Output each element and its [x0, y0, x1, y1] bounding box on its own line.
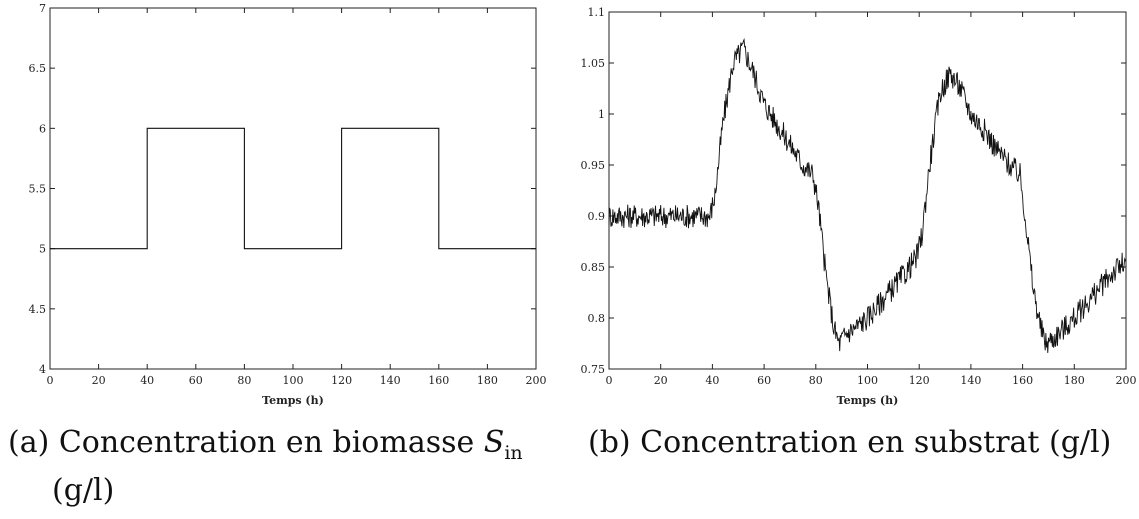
- chart1-y-tick-label: 0.95: [581, 159, 606, 172]
- chart-biomass: 0 20 40 60 80 100 120 140 160 180 200 4 4.5 5 5.5 6 6.5 7…: [29, 2, 547, 407]
- chart0-y-tick-label: 6: [39, 122, 46, 135]
- chart0-x-axis-label: Temps (h): [262, 394, 324, 407]
- chart1-y-tick-label: 1: [598, 108, 605, 121]
- chart1-x-tick-label: 100: [857, 374, 878, 387]
- chart1-x-tick-label: 140: [960, 374, 981, 387]
- chart0-y-tick-label: 4: [39, 363, 46, 376]
- chart1-y-tick-label: 0.75: [581, 363, 606, 376]
- chart0-x-tick-label: 100: [283, 374, 304, 387]
- chart0-x-tick-label: 160: [428, 374, 449, 387]
- caption-biomass: (a) Concentration en biomasse Sin (g/l): [8, 424, 553, 510]
- chart0-y-tick-label: 5.5: [29, 183, 47, 196]
- chart1-y-tick-label: 0.9: [588, 210, 606, 223]
- chart0-y-tick-label: 7: [39, 2, 46, 15]
- chart1-x-tick-label: 200: [1116, 374, 1137, 387]
- chart1-series-line: [608, 37, 1127, 353]
- caption-biomass-text: (a) Concentration en biomasse: [8, 425, 475, 460]
- chart1-x-tick-label: 80: [809, 374, 823, 387]
- chart-panel-biomass: 0 20 40 60 80 100 120 140 160 180 200 4 4.5 5 5.5 6 6.5 7…: [0, 0, 560, 519]
- chart0-plot-frame: [49, 7, 537, 370]
- chart0-x-tick-label: 60: [189, 374, 203, 387]
- caption-substrate: (b) Concentration en substrat (g/l): [588, 424, 1138, 462]
- chart1-x-tick-label: 40: [705, 374, 719, 387]
- caption-biomass-symbol: Sin: [483, 425, 523, 464]
- chart0-series-line: [50, 127, 536, 250]
- chart-substrate: 0 20 40 60 80 100 120 140 160 180 200 0.75 0.8 0.85 0.…: [581, 6, 1137, 407]
- chart1-x-tick-label: 160: [1012, 374, 1033, 387]
- chart1-x-tick-label: 180: [1064, 374, 1085, 387]
- caption-biomass-unit: (g/l): [52, 473, 115, 508]
- chart0-y-tick-label: 5: [39, 243, 46, 256]
- chart0-x-tick-label: 80: [237, 374, 251, 387]
- chart0-x-tick-label: 180: [477, 374, 498, 387]
- chart1-y-tick-label: 0.8: [588, 312, 606, 325]
- chart-panel-substrate: 0 20 40 60 80 100 120 140 160 180 200 0.75 0.8 0.85 0.…: [570, 0, 1139, 519]
- chart0-x-tick-label: 20: [92, 374, 106, 387]
- chart1-x-tick-label: 60: [757, 374, 771, 387]
- chart1-y-tick-label: 0.85: [581, 261, 606, 274]
- chart1-x-tick-label: 20: [654, 374, 668, 387]
- chart0-x-tick-label: 0: [47, 374, 54, 387]
- chart0-x-tick-label: 40: [140, 374, 154, 387]
- chart1-x-tick-label: 0: [606, 374, 613, 387]
- chart0-y-tick-label: 6.5: [29, 62, 47, 75]
- chart1-y-tick-label: 1.05: [581, 57, 606, 70]
- chart0-y-tick-label: 4.5: [29, 303, 47, 316]
- caption-substrate-text: (b) Concentration en substrat (g/l): [588, 425, 1112, 460]
- chart0-x-tick-label: 120: [331, 374, 352, 387]
- chart0-x-tick-label: 200: [526, 374, 547, 387]
- chart0-x-tick-label: 140: [380, 374, 401, 387]
- chart1-x-tick-label: 120: [909, 374, 930, 387]
- chart1-x-axis-label: Temps (h): [837, 394, 899, 407]
- chart1-y-tick-label: 1.1: [588, 6, 606, 19]
